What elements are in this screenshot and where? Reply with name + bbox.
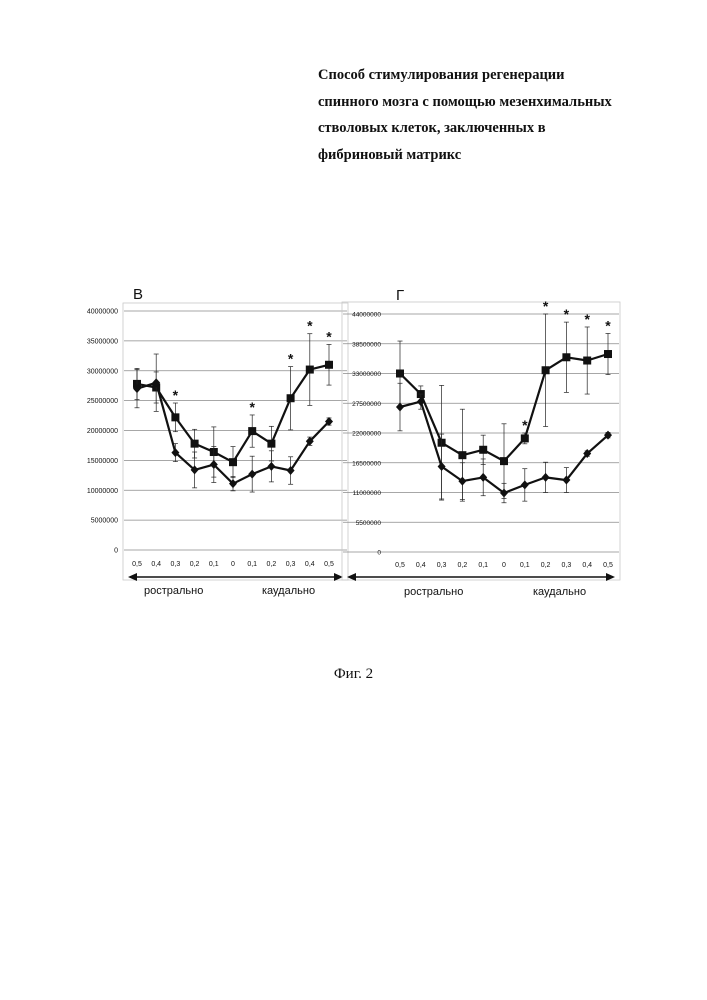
x-tick-label: 0,3 <box>562 562 572 569</box>
y-tick-label: 0 <box>377 550 381 557</box>
significance-asterisk: * <box>522 417 528 433</box>
significance-asterisk: * <box>543 298 549 314</box>
significance-asterisk: * <box>605 317 611 333</box>
x-tick-label: 0,1 <box>478 562 488 569</box>
data-point-square <box>500 457 508 465</box>
x-tick-label: 0,5 <box>603 562 613 569</box>
x-tick-label: 0 <box>502 562 506 569</box>
y-tick-label: 16500000 <box>352 460 381 467</box>
x-tick-label: 0,4 <box>416 562 426 569</box>
y-tick-label: 33000000 <box>352 371 381 378</box>
significance-asterisk: * <box>584 311 590 327</box>
y-tick-label: 22000000 <box>352 431 381 438</box>
y-tick-label: 38500000 <box>352 341 381 348</box>
data-point-square <box>396 370 404 378</box>
data-point-square <box>562 353 570 361</box>
x-tick-label: 0,4 <box>582 562 592 569</box>
data-point-square <box>583 357 591 365</box>
significance-asterisk: * <box>564 306 570 322</box>
x-tick-label: 0,1 <box>520 562 530 569</box>
figure-caption: Фиг. 2 <box>0 666 707 683</box>
data-point-square <box>542 366 550 374</box>
data-point-diamond <box>396 403 404 412</box>
data-point-square <box>521 434 529 442</box>
direction-label-caudal: каудально <box>533 586 586 598</box>
x-tick-label: 0,5 <box>395 562 405 569</box>
y-tick-label: 27500000 <box>352 401 381 408</box>
x-tick-label: 0,2 <box>541 562 551 569</box>
data-point-diamond <box>521 480 529 489</box>
panel-label: Г <box>396 287 404 304</box>
y-tick-label: 44000000 <box>352 312 381 319</box>
data-point-diamond <box>542 473 550 482</box>
data-point-square <box>479 446 487 454</box>
x-tick-label: 0,3 <box>437 562 447 569</box>
y-tick-label: 5500000 <box>356 520 382 527</box>
data-point-square <box>458 451 466 459</box>
x-tick-label: 0,2 <box>458 562 468 569</box>
direction-label-rostral: рострально <box>404 586 463 598</box>
y-tick-label: 11000000 <box>353 490 382 497</box>
data-point-square <box>604 350 612 358</box>
